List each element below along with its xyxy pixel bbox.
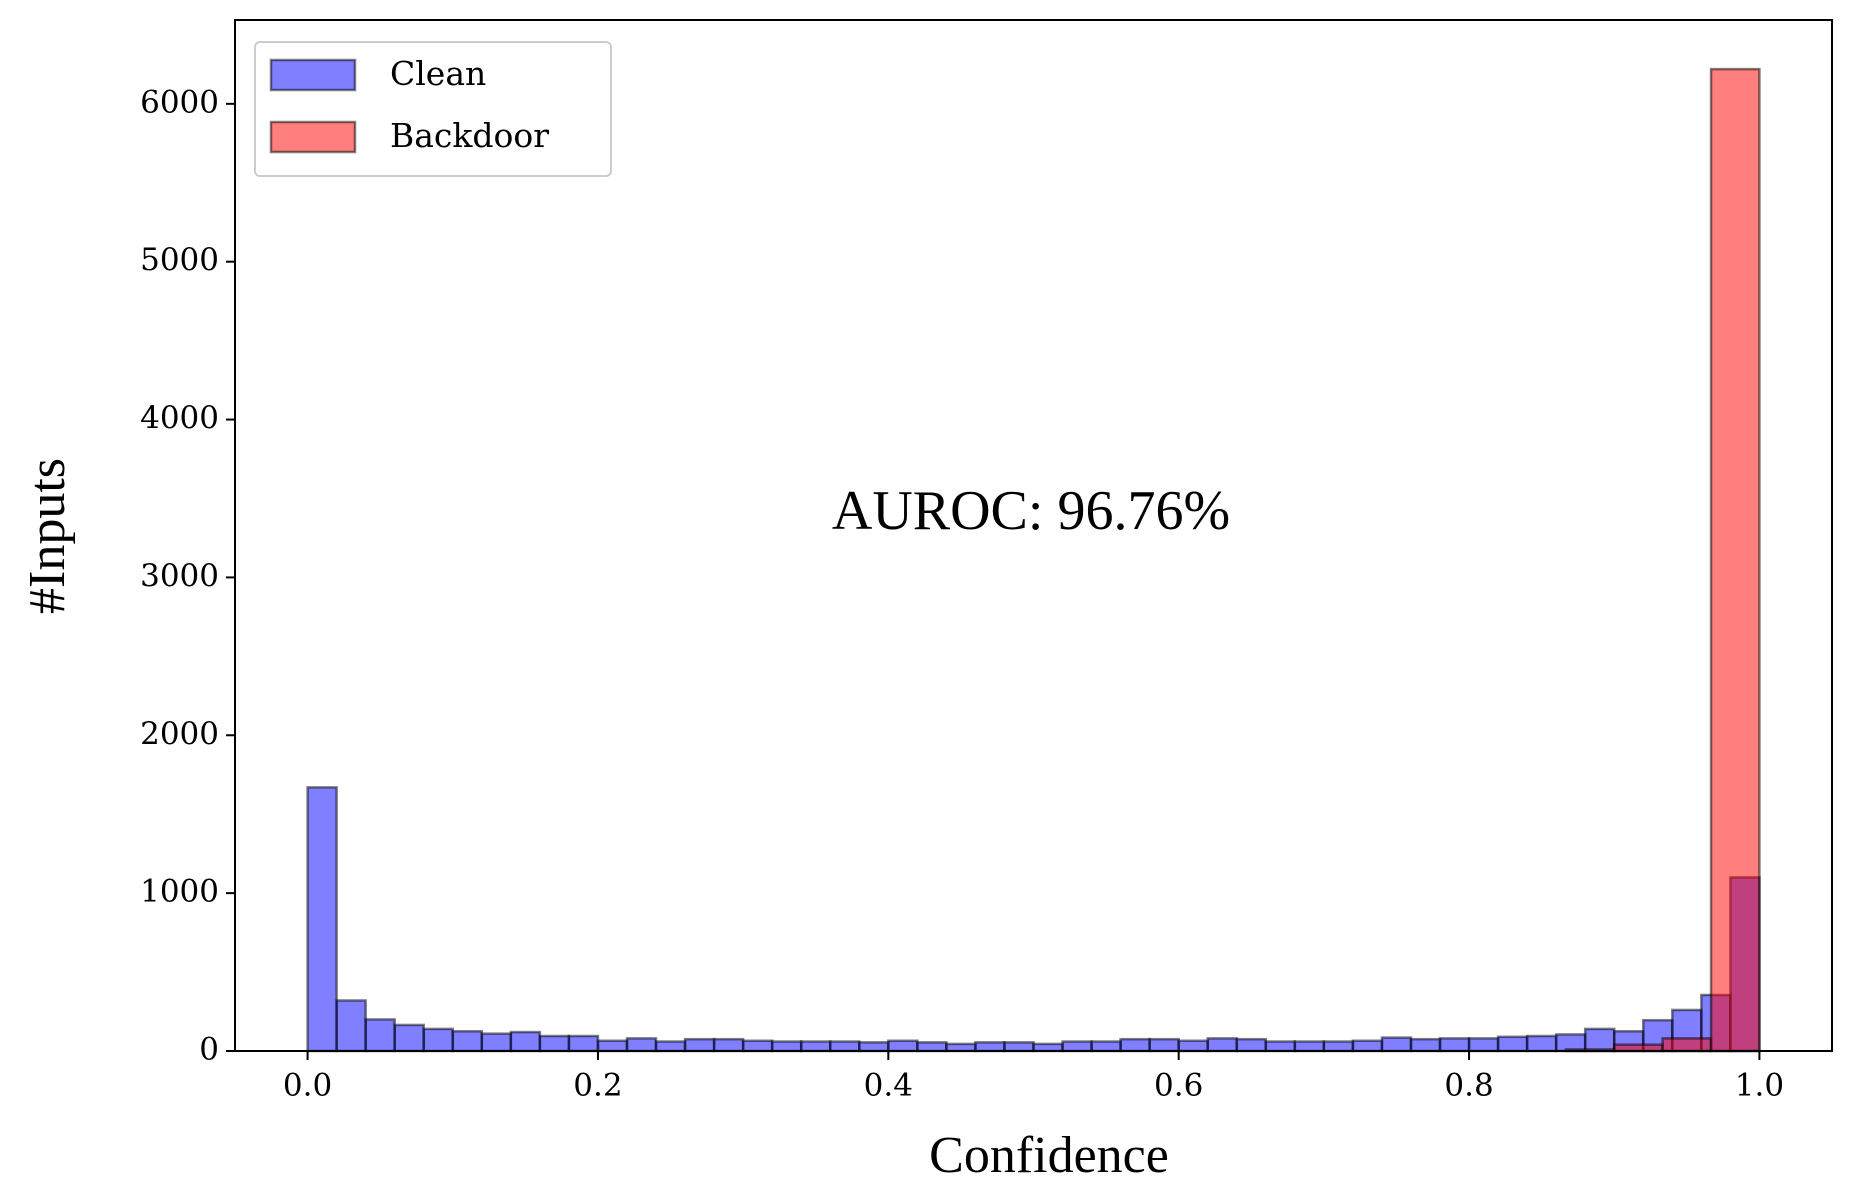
histogram-bar — [1496, 1035, 1529, 1053]
x-tick-label: 0.8 — [1444, 1068, 1493, 1104]
legend-label: Clean — [390, 54, 486, 93]
y-axis-label: #Inputs — [19, 458, 76, 614]
legend-swatch — [269, 58, 357, 92]
histogram-bar — [1148, 1037, 1180, 1053]
x-tick-label: 1.0 — [1735, 1068, 1784, 1104]
histogram-bar — [567, 1034, 600, 1053]
histogram-bar — [625, 1037, 658, 1053]
legend-swatch — [269, 120, 357, 154]
histogram-bar — [974, 1041, 1006, 1053]
histogram-bar — [1409, 1037, 1442, 1053]
histogram-bar — [335, 999, 367, 1053]
histogram-bar — [1090, 1040, 1122, 1053]
histogram-bar — [1264, 1040, 1297, 1053]
histogram-bar — [1032, 1042, 1064, 1053]
histogram-bar — [306, 786, 338, 1053]
histogram-bar — [1351, 1039, 1384, 1053]
histogram-bar — [887, 1039, 919, 1053]
histogram-bar — [1206, 1037, 1239, 1053]
histogram-bar — [1119, 1037, 1151, 1053]
histogram-bar — [799, 1040, 832, 1053]
y-tick-label: 5000 — [140, 242, 219, 278]
histogram-bar — [1583, 1027, 1616, 1053]
histogram-bar — [1003, 1041, 1035, 1053]
histogram-bar — [538, 1034, 571, 1053]
histogram-bar — [1061, 1040, 1093, 1053]
y-tick-label: 4000 — [140, 400, 219, 436]
y-tick-label: 1000 — [140, 874, 219, 910]
histogram-bar — [1661, 1037, 1713, 1053]
histogram-bar — [654, 1040, 687, 1053]
x-tick-label: 0.4 — [864, 1068, 913, 1104]
histogram-bar — [1322, 1040, 1355, 1053]
histogram-bar — [393, 1023, 425, 1053]
histogram-bar — [480, 1032, 513, 1053]
histogram-bar — [1709, 67, 1761, 1053]
x-tick-label: 0.0 — [283, 1068, 332, 1104]
histogram-bar — [1467, 1037, 1500, 1053]
plot-frame — [234, 19, 1833, 1052]
y-tick-label: 6000 — [140, 84, 219, 120]
histogram-bar — [596, 1039, 629, 1053]
histogram-bar — [422, 1027, 455, 1053]
histogram-bar — [1177, 1039, 1209, 1053]
annotation: AUROC: 96.76% — [832, 480, 1230, 542]
histogram-bar — [1380, 1036, 1413, 1053]
x-tick-label: 0.2 — [573, 1068, 622, 1104]
x-axis-label: Confidence — [929, 1127, 1169, 1184]
histogram-bar — [683, 1037, 716, 1053]
histogram-bar — [1293, 1040, 1326, 1053]
histogram-bar — [828, 1040, 861, 1053]
histogram-bar — [1438, 1037, 1471, 1053]
legend-label: Backdoor — [390, 116, 549, 155]
histogram-bar — [1235, 1037, 1268, 1053]
histogram-bar — [770, 1040, 803, 1053]
x-tick-label: 0.6 — [1154, 1068, 1203, 1104]
histogram-bar — [858, 1041, 890, 1053]
histogram-bar — [712, 1037, 745, 1053]
y-tick-label: 2000 — [140, 716, 219, 752]
histogram-bar — [509, 1030, 542, 1053]
histogram-bar — [741, 1039, 774, 1053]
histogram-bar — [916, 1041, 948, 1053]
histogram-bar — [364, 1018, 396, 1053]
legend: Clean Backdoor — [254, 41, 612, 177]
histogram-bar — [945, 1042, 977, 1053]
y-tick-label: 3000 — [140, 558, 219, 594]
histogram-bar — [451, 1030, 484, 1053]
y-tick-label: 0 — [199, 1032, 219, 1068]
histogram-bar — [1525, 1034, 1558, 1053]
